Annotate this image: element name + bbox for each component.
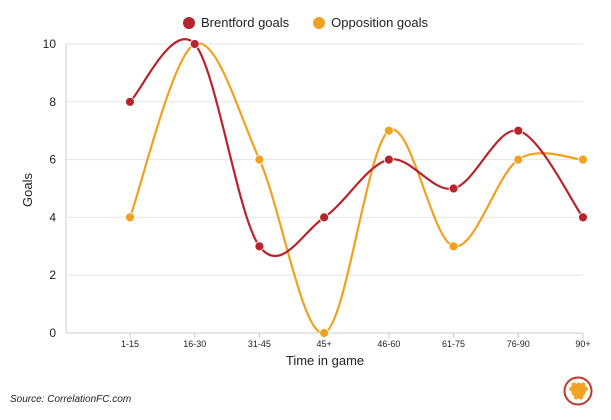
data-point-brentford xyxy=(125,96,135,107)
data-point-opposition xyxy=(448,241,459,252)
x-tick-label: 76-90 xyxy=(507,339,530,349)
data-point-opposition xyxy=(578,154,588,165)
y-tick-label: 8 xyxy=(49,95,56,109)
x-tick-label: 45+ xyxy=(317,339,332,349)
series-line-opposition xyxy=(128,42,584,335)
y-axis-label: Goals xyxy=(20,173,35,207)
data-point-brentford xyxy=(578,212,588,223)
correlationfc-hex-logo-icon xyxy=(563,376,593,406)
data-point-brentford xyxy=(254,241,265,252)
data-point-opposition xyxy=(125,212,135,223)
data-point-opposition xyxy=(319,328,330,338)
y-tick-label: 6 xyxy=(49,153,56,167)
x-tick-label: 1-15 xyxy=(121,339,139,349)
data-point-brentford xyxy=(448,183,459,194)
data-point-brentford xyxy=(319,212,330,223)
x-tick-label: 46-60 xyxy=(377,339,400,349)
x-tick-label: 31-45 xyxy=(248,339,271,349)
data-point-opposition xyxy=(513,154,524,165)
y-tick-label: 0 xyxy=(49,326,56,340)
legend-marker-brentford xyxy=(182,16,195,29)
legend-label-brentford: Brentford goals xyxy=(200,15,290,30)
x-tick-label: 90+ xyxy=(575,339,590,349)
y-tick-label: 2 xyxy=(49,268,56,282)
source-note: Source: CorrelationFC.com xyxy=(10,394,132,405)
axes: 0 2 4 6 8 10 1-15 16-30 31-45 45+ 46-60 61-75 76-90 9… xyxy=(43,37,591,349)
series-layer xyxy=(125,38,588,338)
data-point-opposition xyxy=(383,125,394,136)
legend-item-brentford[interactable]: Brentford goals xyxy=(182,15,290,30)
data-point-brentford xyxy=(189,39,200,49)
x-tick-label: 16-30 xyxy=(183,339,206,349)
x-axis-label: Time in game xyxy=(286,353,364,368)
y-tick-label: 4 xyxy=(49,210,56,224)
legend-item-opposition[interactable]: Opposition goals xyxy=(313,15,428,30)
x-tick-label: 61-75 xyxy=(442,339,465,349)
data-point-brentford xyxy=(513,125,524,136)
data-point-opposition xyxy=(254,154,265,165)
series-line-brentford xyxy=(129,38,584,257)
legend-label-opposition: Opposition goals xyxy=(331,15,428,30)
legend-marker-opposition xyxy=(313,16,326,29)
y-tick-label: 10 xyxy=(43,37,57,51)
data-point-brentford xyxy=(383,154,394,165)
legend: Brentford goals Opposition goals xyxy=(0,15,611,30)
